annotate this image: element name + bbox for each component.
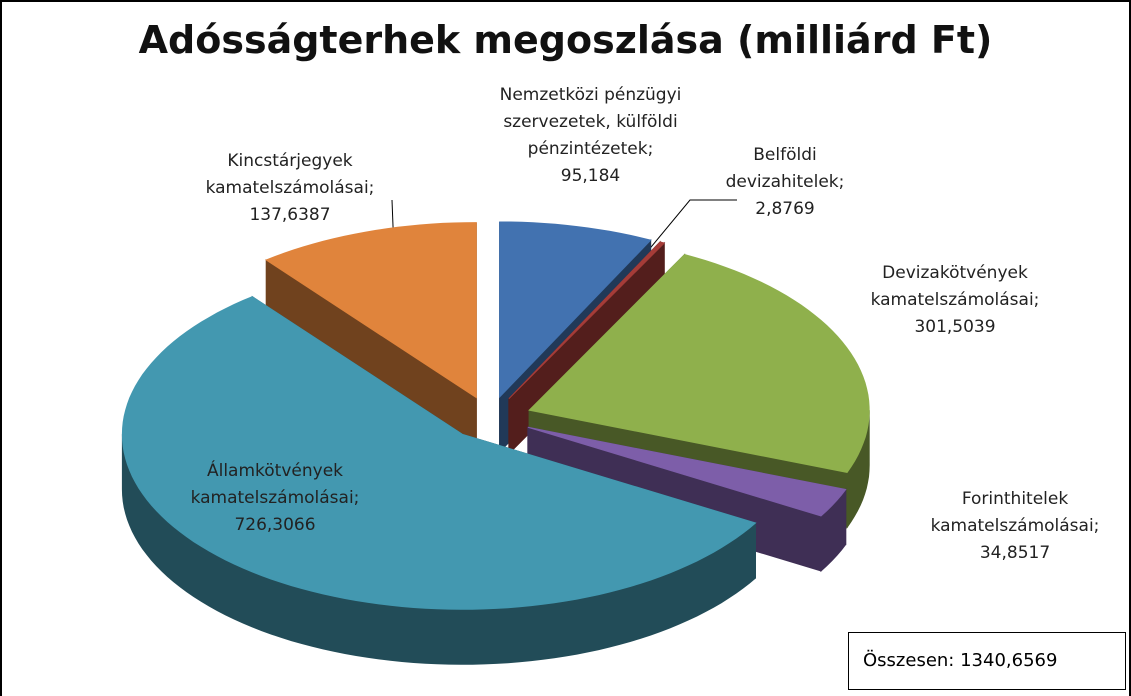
slice [527,426,847,517]
label-separator: ; [838,172,845,192]
slice [508,241,666,400]
value-label: 301,5039 [914,317,996,337]
data-label: Államkötvények kamatelszámolásai; 726,306… [165,458,385,539]
label-separator: ; [1093,516,1100,536]
value-label: 34,8517 [979,543,1051,563]
slice [265,222,477,399]
label-separator: ; [647,139,654,159]
value-label: 726,3066 [234,515,316,535]
slice [528,254,870,473]
slice [121,296,757,610]
data-label: Devizakötvények kamatelszámolásai; 301,50… [845,260,1065,341]
category-name: Nemzetközi pénzügyi szervezetek, külföld… [499,85,682,159]
category-name: Forinthitelek kamatelszámolásai [930,489,1094,536]
total-label: Összesen: [863,650,955,671]
slices [121,221,870,665]
value-label: 95,184 [560,166,621,186]
category-name: Belföldi devizahitelek [725,145,839,192]
total-value: 1340,6569 [960,650,1058,671]
data-label: Belföldi devizahitelek; 2,8769 [700,142,870,223]
label-separator: ; [353,488,360,508]
leader-line [641,199,737,259]
value-label: 137,6387 [249,205,331,225]
slice [499,221,652,399]
data-label: Nemzetközi pénzügyi szervezetek, külföld… [488,82,693,190]
value-label: 2,8769 [755,199,815,219]
data-label: Forinthitelek kamatelszámolásai; 34,8517 [895,486,1131,567]
category-name: Kincstárjegyek kamatelszámolásai [205,151,369,198]
total-box: Összesen: 1340,6569 [848,632,1126,690]
chart-title: Adósságterhek megoszlása (milliárd Ft) [138,18,993,62]
data-label: Kincstárjegyek kamatelszámolásai; 137,638… [180,148,400,229]
category-name: Államkötvények kamatelszámolásai [190,461,354,508]
category-name: Devizakötvények kamatelszámolásai [870,263,1034,310]
label-separator: ; [1033,290,1040,310]
label-separator: ; [368,178,375,198]
